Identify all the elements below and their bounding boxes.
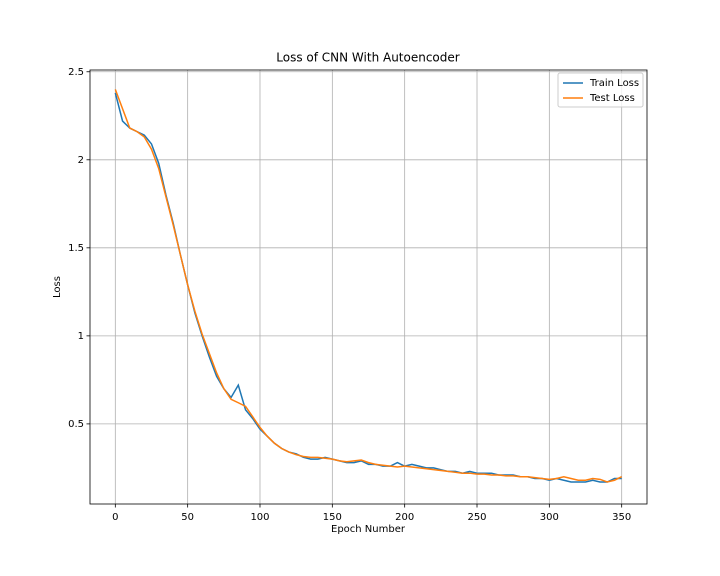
x-tick-label: 100 — [250, 512, 269, 523]
y-tick-label: 2.5 — [68, 67, 84, 78]
x-tick-label: 200 — [395, 512, 414, 523]
x-tick-label: 350 — [612, 512, 631, 523]
y-tick-label: 1.5 — [68, 243, 84, 254]
x-axis-label: Epoch Number — [331, 524, 406, 535]
data-line — [114, 89, 623, 483]
x-tick-label: 300 — [540, 512, 559, 523]
x-tick-label: 150 — [323, 512, 342, 523]
x-tick-label: 50 — [181, 512, 194, 523]
y-tick-label: 2 — [78, 155, 84, 166]
x-tick-label: 250 — [467, 512, 486, 523]
legend-label: Test Loss — [589, 93, 635, 104]
y-axis-label: Loss — [52, 276, 63, 298]
plot-frame — [89, 69, 648, 505]
legend-label: Train Loss — [589, 78, 639, 89]
y-tick-label: 0.5 — [68, 419, 84, 430]
chart-title: Loss of CNN With Autoencoder — [276, 51, 460, 65]
x-tick-label: 0 — [112, 512, 118, 523]
y-tick-label: 1 — [78, 331, 84, 342]
